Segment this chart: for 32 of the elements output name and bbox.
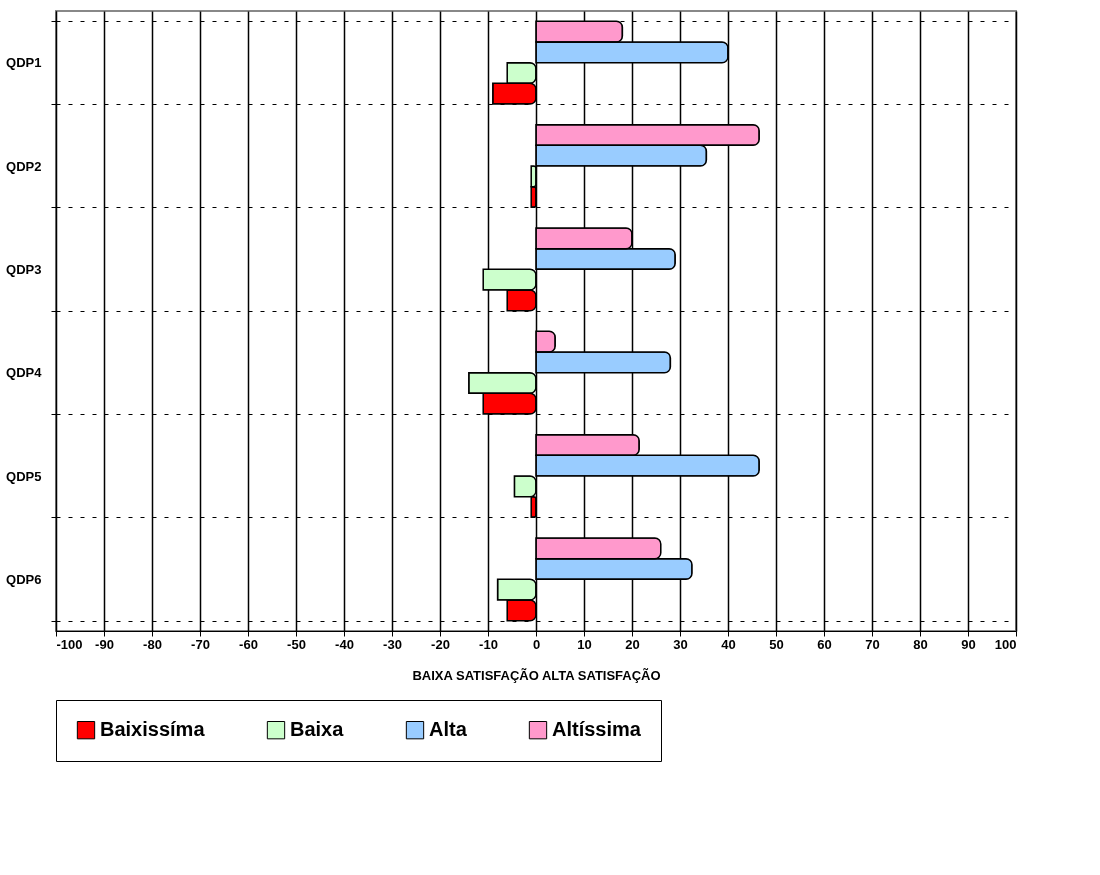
x-tick-label: 50	[769, 636, 784, 652]
x-tick-label: 20	[625, 636, 640, 652]
x-tick-label: 10	[577, 636, 592, 652]
y-tick-label: QDP1	[6, 55, 42, 71]
x-tick-label: -90	[95, 636, 114, 652]
x-tick-label: 80	[913, 636, 928, 652]
x-tick-label: -50	[287, 636, 306, 652]
x-tick-label: -30	[383, 636, 402, 652]
x-tick-label: 100	[994, 636, 1017, 652]
x-tick-label: -40	[335, 636, 354, 652]
x-tick-label: 0	[532, 636, 541, 652]
y-tick-label: QDP4	[6, 365, 43, 381]
legend-label: Baixissíma	[100, 718, 206, 741]
x-tick-label: -70	[191, 636, 210, 652]
y-tick-label: QDP5	[6, 468, 42, 484]
x-tick-label: 90	[961, 636, 976, 652]
y-tick-label: QDP6	[6, 571, 42, 587]
x-tick-label: 60	[817, 636, 832, 652]
x-tick-label: 30	[673, 636, 688, 652]
legend-label: Altíssima	[552, 718, 642, 741]
y-tick-label: QDP2	[6, 158, 42, 174]
legend-label: Baixa	[290, 718, 345, 741]
x-tick-label: 40	[721, 636, 736, 652]
y-tick-label: QDP3	[6, 261, 42, 277]
x-axis-title: BAIXA SATISFAÇÃO ALTA SATISFAÇÃO	[412, 667, 661, 683]
x-tick-label: -80	[143, 636, 162, 652]
x-tick-label: -100	[56, 636, 83, 652]
x-tick-label: -10	[479, 636, 498, 652]
x-tick-label: -60	[239, 636, 258, 652]
x-tick-label: -20	[431, 636, 450, 652]
x-tick-label: 70	[865, 636, 880, 652]
legend-label: Alta	[429, 718, 468, 741]
